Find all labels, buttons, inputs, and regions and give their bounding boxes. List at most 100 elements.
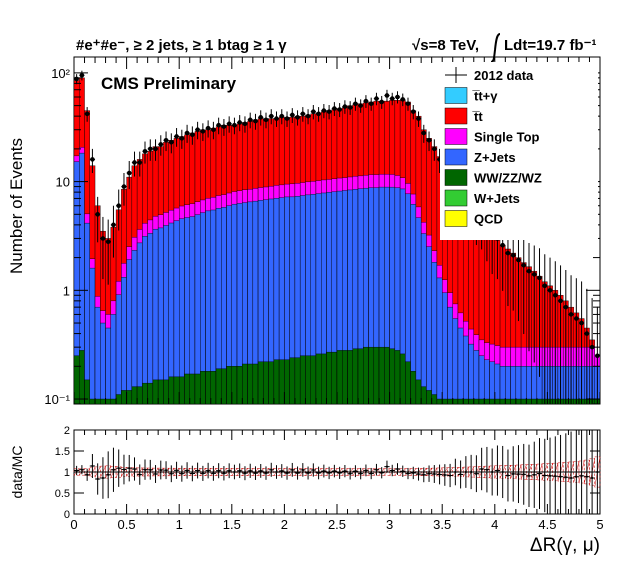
diboson-bar xyxy=(363,346,369,405)
ratio-point xyxy=(548,474,552,477)
ratio-point xyxy=(75,469,78,472)
data-point xyxy=(137,160,143,165)
data-point xyxy=(531,272,537,277)
diboson-bar xyxy=(484,398,490,405)
ratio-point xyxy=(159,468,162,472)
data-point xyxy=(121,184,127,189)
x-tick-label: 3 xyxy=(386,517,393,532)
data-point xyxy=(142,148,148,154)
ratio-y-axis: 0 0.5 1 1.5 2 xyxy=(55,425,600,521)
data-point xyxy=(374,96,379,101)
z-jets-bar xyxy=(136,242,143,405)
ratio-point xyxy=(433,472,436,476)
ratio-point xyxy=(401,470,404,473)
ratio-point xyxy=(185,469,189,472)
data-point xyxy=(395,94,400,100)
z-jets-bar xyxy=(157,227,164,405)
x-tick-label: 0 xyxy=(70,517,77,532)
data-point xyxy=(426,137,432,143)
data-point xyxy=(95,212,100,217)
chart-title: #e⁺#e⁻, ≥ 2 jets, ≥ 1 btag ≥ 1 γ xyxy=(76,37,287,54)
x-tick-label: 2.5 xyxy=(328,517,346,532)
ratio-y-tick-label: 2 xyxy=(64,425,70,437)
diboson-bar xyxy=(252,363,259,405)
data-point xyxy=(568,312,574,317)
diboson-bar xyxy=(142,382,148,405)
ratio-point xyxy=(412,471,415,475)
ratio-point xyxy=(254,472,257,475)
data-point xyxy=(132,160,137,165)
ratio-point xyxy=(512,472,515,476)
y-tick-label: 10² xyxy=(51,66,70,81)
ratio-point xyxy=(317,471,320,475)
cms-preliminary-label: CMS Preliminary xyxy=(101,74,237,93)
data-point xyxy=(563,304,569,310)
diboson-bar xyxy=(310,355,317,405)
ratio-point xyxy=(196,469,199,472)
ratio-point xyxy=(149,468,152,471)
data-point xyxy=(595,353,600,359)
data-point xyxy=(74,76,79,82)
ratio-point xyxy=(417,473,420,476)
ratio-point xyxy=(533,473,536,476)
z-jets-bar xyxy=(131,250,138,405)
ratio-point xyxy=(291,468,294,471)
ratio-point xyxy=(485,468,489,471)
ratio-point xyxy=(385,465,389,468)
y-tick-label: 10⁻¹ xyxy=(44,392,70,407)
ratio-point xyxy=(201,472,204,475)
data-point xyxy=(589,344,595,350)
data-point xyxy=(174,134,179,139)
diboson-bar xyxy=(442,398,448,405)
ratio-point xyxy=(249,469,252,472)
ratio-point xyxy=(228,469,231,472)
z-jets-bar xyxy=(415,217,422,405)
ratio-point xyxy=(380,471,383,474)
data-point xyxy=(521,262,527,268)
data-point xyxy=(505,250,511,256)
z-jets-bar xyxy=(115,294,122,405)
diboson-bar xyxy=(510,398,517,405)
diboson-bar xyxy=(378,346,385,405)
diboson-bar xyxy=(242,363,248,405)
data-point xyxy=(363,98,369,104)
ratio-point xyxy=(506,474,510,477)
diboson-bar xyxy=(405,361,411,405)
diboson-bar xyxy=(415,379,422,405)
ratio-point xyxy=(454,470,457,474)
diboson-bar xyxy=(184,373,190,405)
x-tick-label: 0.5 xyxy=(118,517,136,532)
ratio-point xyxy=(264,472,268,475)
diboson-bar xyxy=(173,376,180,405)
diboson-bar xyxy=(389,348,396,405)
ratio-point xyxy=(448,474,452,477)
data-point xyxy=(232,122,237,128)
z-jets-bar xyxy=(152,228,159,405)
data-point xyxy=(237,120,242,125)
data-point xyxy=(321,108,327,113)
ratio-point xyxy=(354,470,357,473)
ratio-point xyxy=(427,472,431,475)
x-tick-label: 4 xyxy=(491,517,498,532)
diboson-bar xyxy=(236,366,243,405)
diboson-bar xyxy=(284,359,290,405)
x-tick-label: 5 xyxy=(596,517,603,532)
x-tick-label: 1 xyxy=(176,517,183,532)
diboson-bar xyxy=(452,398,459,405)
legend-swatch xyxy=(444,128,468,145)
data-point xyxy=(558,298,563,304)
legend-swatch xyxy=(444,107,468,125)
z-jets-bar xyxy=(147,233,154,405)
legend-swatch xyxy=(444,210,468,227)
data-point xyxy=(311,109,316,114)
z-jets-bar xyxy=(494,363,501,405)
data-point xyxy=(305,113,311,119)
data-point xyxy=(300,111,306,117)
ratio-point xyxy=(491,470,494,474)
legend-swatch xyxy=(444,87,468,104)
data-point xyxy=(184,130,190,136)
z-jets-bar xyxy=(478,355,485,405)
z-jets-bar xyxy=(489,361,496,405)
data-point xyxy=(111,222,116,228)
data-point xyxy=(147,146,153,152)
